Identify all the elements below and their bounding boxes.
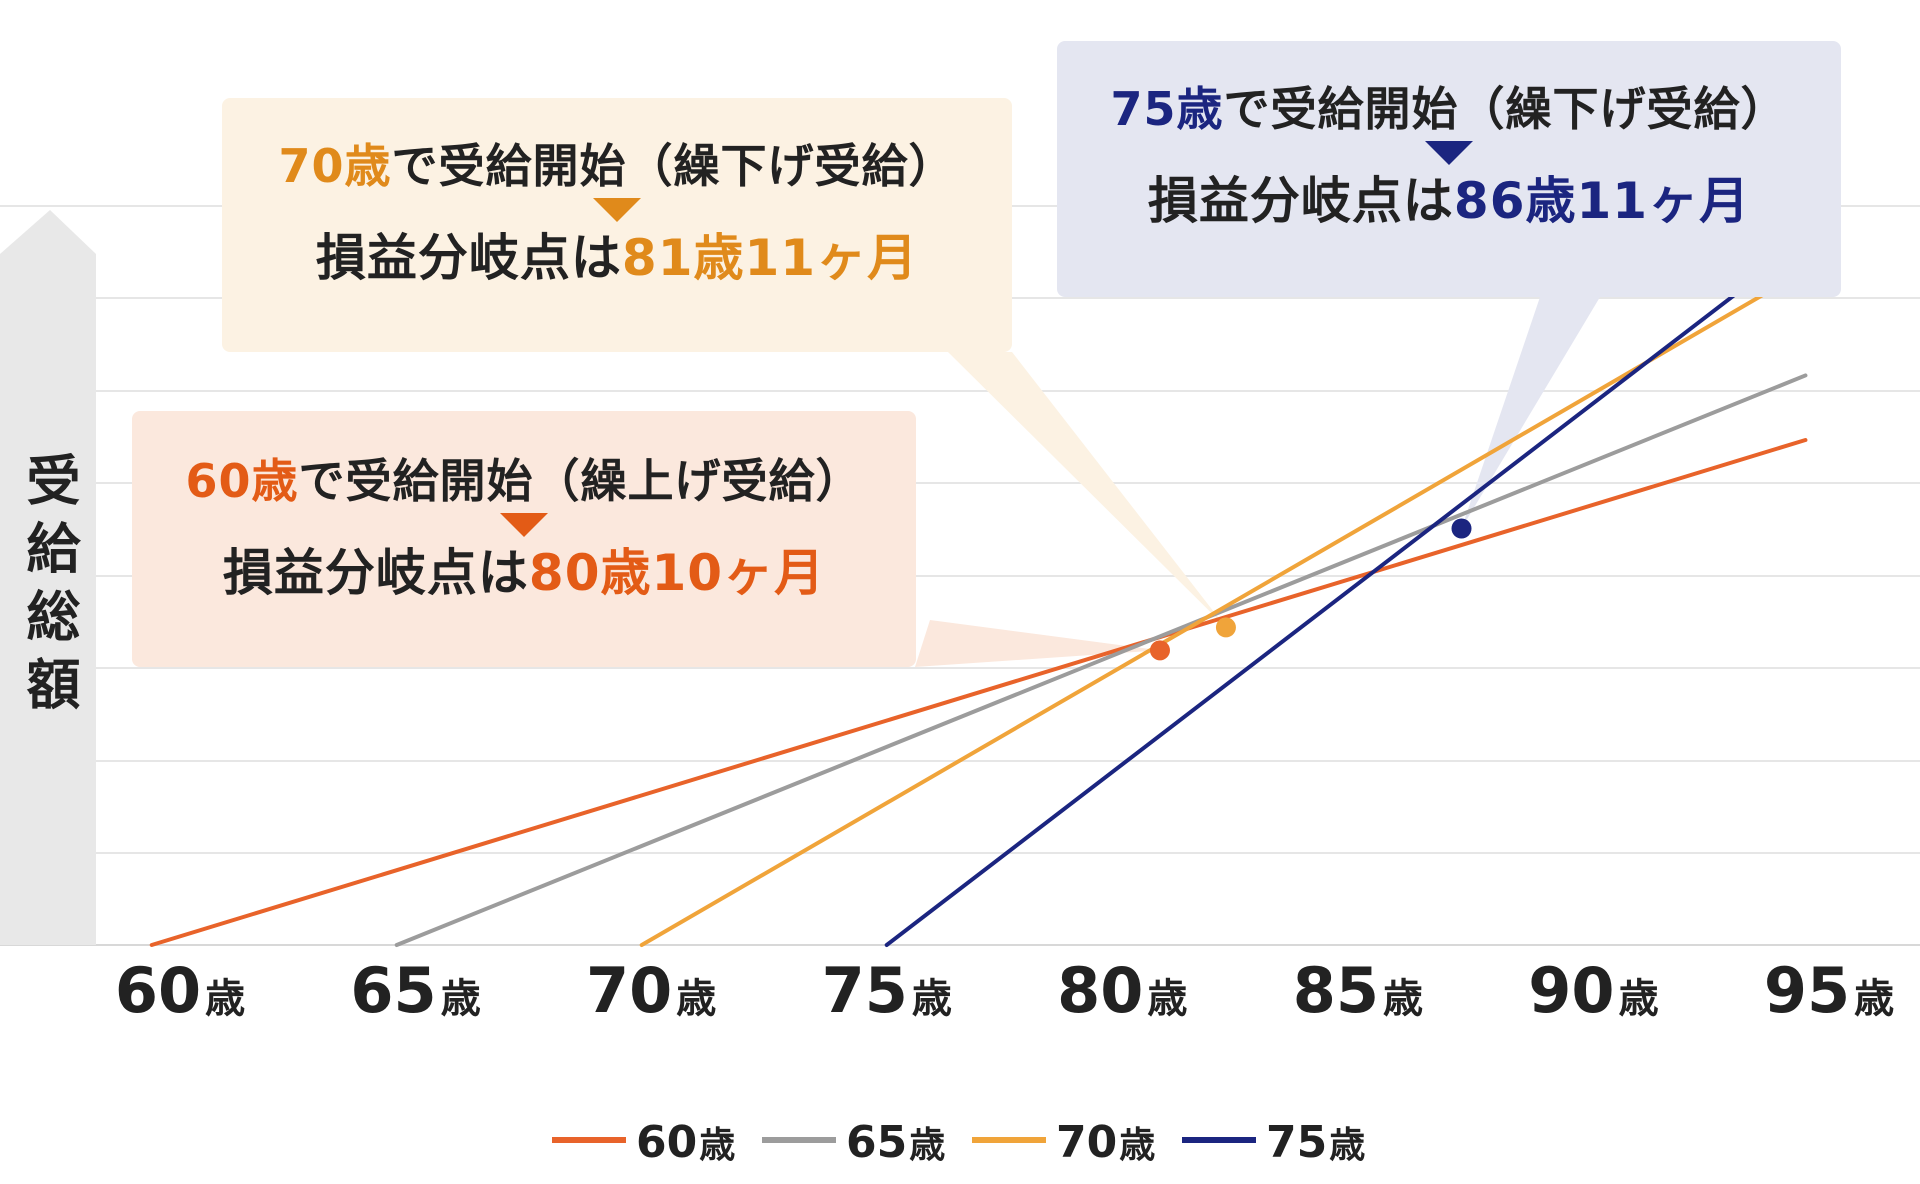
callout-60-prefix: 損益分岐点は <box>222 544 529 602</box>
break-even-point-75 <box>1451 518 1472 539</box>
callout-70: 70歳で受給開始（繰下げ受給） 損益分岐点は81歳11ヶ月 <box>222 98 1012 352</box>
x-tick-label: 70 歳 <box>586 954 716 1027</box>
series-line-60 <box>149 437 1808 947</box>
x-tick-label: 60 歳 <box>115 954 245 1027</box>
callout-60-start-text: で受給開始（繰上げ受給） <box>298 454 863 508</box>
break-even-point-70 <box>1215 617 1236 638</box>
callout-75-line1: 75歳で受給開始（繰下げ受給） <box>1057 81 1841 137</box>
x-tick-label: 85 歳 <box>1293 954 1423 1027</box>
callout-75: 75歳で受給開始（繰下げ受給） 損益分岐点は86歳11ヶ月 <box>1057 41 1841 297</box>
callout-60-break-even: 80歳10ヶ月 <box>528 544 826 602</box>
callout-60-line1: 60歳で受給開始（繰上げ受給） <box>132 453 916 509</box>
callout-75-prefix: 損益分岐点は <box>1147 172 1454 230</box>
series-layer <box>149 234 1813 947</box>
y-axis-label: 受給総額 <box>17 452 80 724</box>
callout-70-line2: 損益分岐点は81歳11ヶ月 <box>222 228 1012 288</box>
marker-layer <box>1149 518 1472 661</box>
x-tick-label: 95 歳 <box>1764 954 1894 1027</box>
callout-75-break-even: 86歳11ヶ月 <box>1453 172 1751 230</box>
callout-70-start-text: で受給開始（繰下げ受給） <box>391 139 956 193</box>
legend-label-60: 60歳 <box>636 1117 735 1168</box>
callout-60-pointer <box>915 620 1160 667</box>
series-line-75 <box>884 234 1813 947</box>
x-tick-label: 90 歳 <box>1528 954 1658 1027</box>
legend: 60歳 65歳 70歳 75歳 <box>552 1117 1365 1168</box>
callout-60-age: 60歳 <box>185 454 299 508</box>
x-axis-ticks: 60 歳 65 歳 70 歳 75 歳 80 歳 85 歳 90 歳 95 歳 <box>115 954 1894 1027</box>
callout-75-start-text: で受給開始（繰下げ受給） <box>1223 82 1788 136</box>
legend-label-70: 70歳 <box>1056 1117 1155 1168</box>
callout-75-pointer <box>1461 297 1600 529</box>
y-axis-arrow <box>0 210 96 945</box>
x-tick-label: 80 歳 <box>1057 954 1187 1027</box>
callout-70-line1: 70歳で受給開始（繰下げ受給） <box>222 138 1012 194</box>
series-line-65 <box>394 373 1808 947</box>
callout-60-arrow <box>500 513 548 537</box>
x-tick-label: 75 歳 <box>822 954 952 1027</box>
legend-label-75: 75歳 <box>1266 1117 1365 1168</box>
callout-70-prefix: 損益分岐点は <box>315 229 622 287</box>
callout-70-arrow <box>593 198 641 222</box>
callout-70-pointer <box>948 352 1226 628</box>
series-line-70 <box>639 268 1808 947</box>
legend-label-65: 65歳 <box>846 1117 945 1168</box>
x-tick-label: 65 歳 <box>350 954 480 1027</box>
callout-70-break-even: 81歳11ヶ月 <box>621 229 919 287</box>
callout-75-arrow <box>1425 141 1473 165</box>
pointer-layer <box>915 297 1600 667</box>
callout-60-line2: 損益分岐点は80歳10ヶ月 <box>132 543 916 603</box>
callout-75-line2: 損益分岐点は86歳11ヶ月 <box>1057 171 1841 231</box>
callout-70-age: 70歳 <box>278 139 392 193</box>
callout-75-age: 75歳 <box>1110 82 1224 136</box>
callout-60: 60歳で受給開始（繰上げ受給） 損益分岐点は80歳10ヶ月 <box>132 411 916 667</box>
break-even-point-60 <box>1149 640 1170 661</box>
